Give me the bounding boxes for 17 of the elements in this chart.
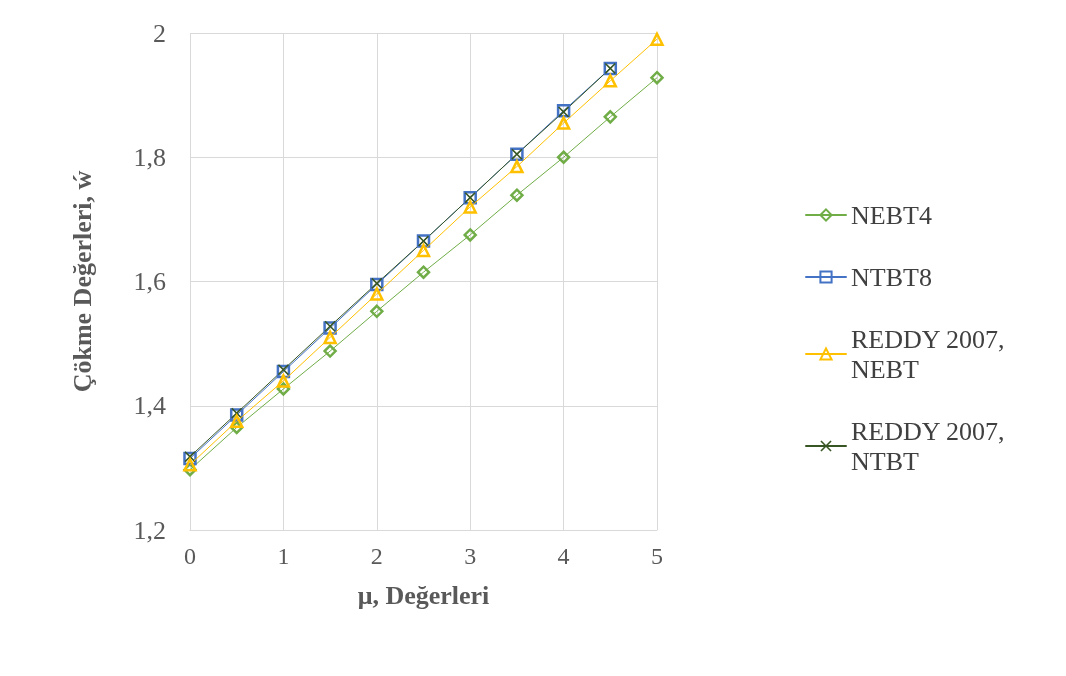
y-tick-label: 1,2: [133, 515, 166, 545]
y-tick-label: 1,4: [133, 391, 166, 421]
y-axis-title: Çökme Değerleri, ẃ: [67, 170, 97, 393]
x-tick-label: 5: [651, 543, 663, 569]
legend-label: REDDY 2007, NTBT: [851, 416, 1012, 476]
legend-label: REDDY 2007, NEBT: [851, 324, 1012, 384]
x-tick-label: 3: [464, 543, 477, 569]
x-tick-label: 4: [557, 543, 570, 569]
x-tick-label: 1: [277, 543, 290, 569]
legend-label: NEBT4: [851, 200, 932, 230]
y-tick-label: 1,8: [133, 142, 166, 172]
y-tick-label: 2: [153, 18, 166, 48]
x-axis-title: μ, Değerleri: [357, 580, 490, 610]
x-tick-label: 2: [370, 543, 383, 569]
y-tick-label: 1,6: [133, 267, 166, 296]
x-tick-label: 0: [184, 543, 196, 569]
legend-label: NTBT8: [851, 262, 932, 292]
